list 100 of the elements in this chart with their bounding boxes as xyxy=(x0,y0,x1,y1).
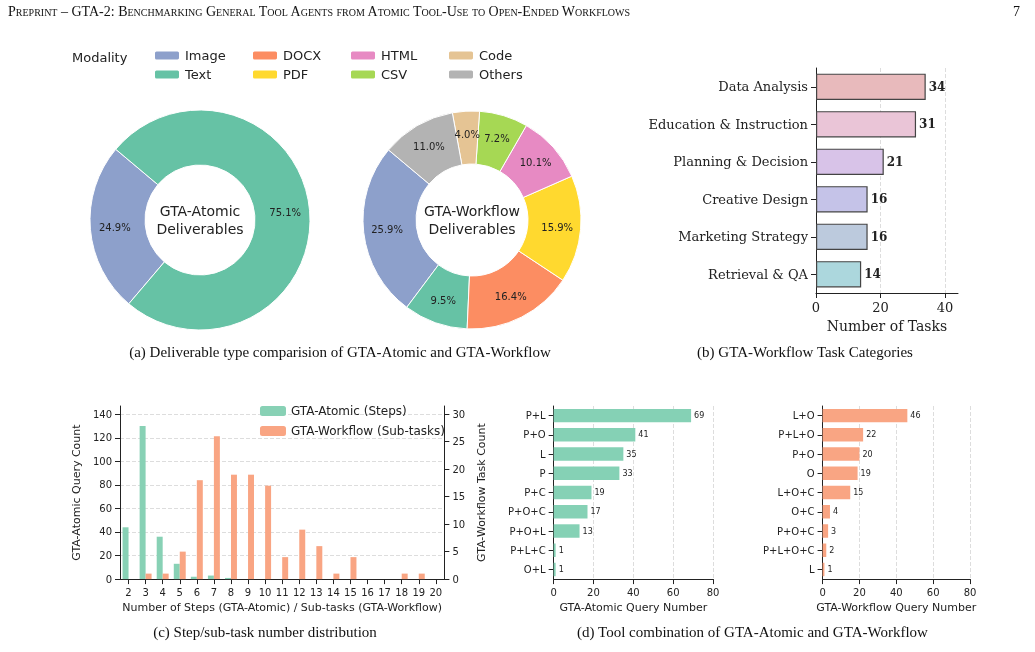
legend-label: Image xyxy=(185,48,226,63)
y-tick-label: P+O+L xyxy=(509,525,547,537)
y2-tick-label: 30 xyxy=(452,408,466,420)
y-tick-label: L xyxy=(809,563,816,575)
data-label: 75.1% xyxy=(269,207,302,219)
x-tick-label: 5 xyxy=(176,586,183,598)
legend-label: CSV xyxy=(381,67,408,82)
y-tick-label: P+O+C xyxy=(507,506,546,518)
bar xyxy=(248,474,255,580)
bar xyxy=(822,505,830,519)
bar xyxy=(822,485,851,500)
y2-tick-label: 5 xyxy=(452,546,459,558)
x-tick-label: 20 xyxy=(587,586,600,598)
x-tick-label: 40 xyxy=(889,586,903,598)
y-tick-label: 20 xyxy=(99,550,112,562)
text: (c) Step/sub-task number distribution xyxy=(152,624,378,641)
y-tick-label: 120 xyxy=(92,432,112,444)
data-label: 46 xyxy=(910,411,921,421)
y-tick-label: Creative Design xyxy=(702,191,809,207)
text: 7 xyxy=(1012,4,1020,20)
x-tick-label: 40 xyxy=(626,586,640,598)
bar xyxy=(196,480,203,580)
x-tick-label: 10 xyxy=(258,586,272,598)
y-tick-label: Data Analysis xyxy=(718,79,808,95)
y-tick-label: P+O xyxy=(523,429,546,441)
x-axis-title: GTA-Workflow Query Number xyxy=(816,601,977,614)
data-label: 21 xyxy=(886,154,904,169)
text: (a) Deliverable type comparision of GTA-Atomic and GTA-Workflow xyxy=(128,344,552,361)
data-label: 31 xyxy=(919,117,936,132)
y-tick-label: L+O+C xyxy=(777,487,815,499)
y2-tick-label: 25 xyxy=(452,436,466,448)
bar xyxy=(553,485,592,500)
bar xyxy=(282,557,289,580)
y2-tick-label: 10 xyxy=(452,518,466,530)
y-tick-label: 80 xyxy=(99,479,112,491)
slice-label: GTA-Workflow Deliverables xyxy=(424,203,520,237)
bar xyxy=(553,466,620,481)
data-label: 69 xyxy=(694,411,705,421)
x-tick-label: 80 xyxy=(963,586,977,598)
data-label: 1 xyxy=(558,545,564,555)
x-tick-label: 20 xyxy=(853,586,866,598)
bar xyxy=(401,573,408,580)
legend-label: Code xyxy=(479,48,513,63)
y-tick-label: Planning & Decision xyxy=(673,154,809,170)
x-axis-title: Number of Steps (GTA-Atomic) / Sub-tasks (GTA-Workflow) xyxy=(122,601,443,614)
data-label: 13 xyxy=(582,526,593,536)
bar xyxy=(299,529,306,580)
data-label: 19 xyxy=(860,468,871,478)
bar xyxy=(350,557,357,580)
y-tick-label: P+L xyxy=(525,410,547,422)
bar xyxy=(822,428,864,442)
bar xyxy=(816,223,868,250)
x-tick-label: 40 xyxy=(936,300,954,315)
text: (d) Tool combination of GTA-Atomic and GTA-Workflow xyxy=(576,624,929,641)
x-tick-label: 16 xyxy=(361,586,374,598)
bar xyxy=(553,408,692,423)
bar xyxy=(213,436,220,580)
y2-tick-label: 20 xyxy=(452,463,466,475)
bar xyxy=(553,505,588,519)
bar xyxy=(822,447,860,461)
data-label: 11.0% xyxy=(413,140,445,152)
y-tick-label: 60 xyxy=(99,502,112,514)
y-tick-label: O+L xyxy=(523,563,547,575)
bar xyxy=(822,524,829,538)
bar xyxy=(816,148,884,175)
legend-label: HTML xyxy=(381,48,418,63)
y2-axis-title: GTA-Workflow Task Count xyxy=(475,422,488,562)
legend-title: Modality xyxy=(72,50,128,65)
x-axis-title: GTA-Atomic Query Number xyxy=(559,601,708,614)
bar xyxy=(145,573,152,580)
x-tick-label: 4 xyxy=(159,586,166,598)
data-label: 24.9% xyxy=(98,221,131,233)
data-label: 16 xyxy=(870,229,888,244)
y-tick-label: Education & Instruction xyxy=(648,116,809,132)
x-tick-label: 18 xyxy=(395,586,409,598)
bar xyxy=(316,546,323,580)
bar xyxy=(816,73,926,100)
x-tick-label: 9 xyxy=(244,586,252,598)
bar xyxy=(553,524,580,538)
data-label: 19 xyxy=(594,488,605,498)
x-tick-label: 20 xyxy=(872,300,889,315)
y-tick-label: 0 xyxy=(105,573,112,585)
text: (b) GTA-Workflow Task Categories xyxy=(696,344,914,361)
data-label: 4 xyxy=(832,507,839,517)
data-label: 2 xyxy=(829,545,835,555)
x-tick-label: 8 xyxy=(227,586,235,598)
data-label: 34 xyxy=(928,79,946,94)
data-label: 7.2% xyxy=(484,132,510,144)
y-tick-label: P+L+O xyxy=(778,429,815,441)
x-tick-label: 19 xyxy=(412,586,426,598)
bar xyxy=(553,428,636,442)
legend-label: GTA-Workflow (Sub-tasks) xyxy=(290,424,446,438)
bar xyxy=(156,536,163,580)
data-label: 4.0% xyxy=(454,129,480,141)
legend-label: Text xyxy=(184,67,212,82)
data-label: 15 xyxy=(853,488,864,498)
data-label: 41 xyxy=(638,430,649,440)
y2-tick-label: 15 xyxy=(452,491,466,503)
x-tick-label: 12 xyxy=(292,586,306,598)
legend-label: Others xyxy=(479,67,523,82)
